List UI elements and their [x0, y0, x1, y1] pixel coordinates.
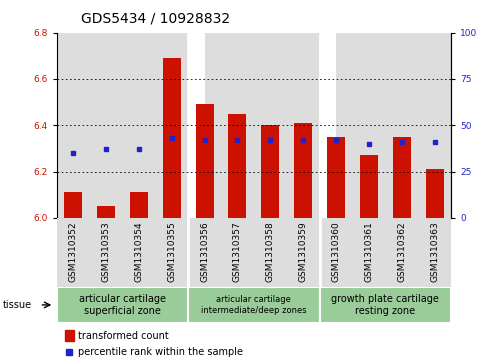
Bar: [188, 287, 319, 323]
Text: GSM1310356: GSM1310356: [200, 221, 209, 282]
Text: GSM1310360: GSM1310360: [332, 221, 341, 282]
Bar: [386, 33, 418, 218]
Text: GSM1310357: GSM1310357: [233, 221, 242, 282]
Bar: [155, 33, 188, 218]
Bar: [418, 33, 451, 218]
Bar: [352, 33, 386, 218]
Bar: [327, 137, 345, 218]
Bar: [386, 218, 418, 287]
Bar: [130, 192, 148, 218]
Text: articular cartilage
superficial zone: articular cartilage superficial zone: [79, 294, 166, 316]
Bar: [57, 218, 90, 287]
Text: percentile rank within the sample: percentile rank within the sample: [78, 347, 244, 357]
Text: articular cartilage
intermediate/deep zones: articular cartilage intermediate/deep zo…: [201, 295, 307, 315]
Bar: [319, 33, 352, 218]
Bar: [425, 169, 444, 218]
Bar: [352, 218, 386, 287]
Text: GSM1310362: GSM1310362: [397, 221, 406, 282]
Text: tissue: tissue: [2, 300, 32, 310]
Bar: [221, 33, 254, 218]
Text: growth plate cartilage
resting zone: growth plate cartilage resting zone: [331, 294, 439, 316]
Bar: [57, 287, 188, 323]
Bar: [122, 33, 155, 218]
Bar: [221, 218, 254, 287]
Bar: [319, 218, 352, 287]
Bar: [360, 155, 378, 218]
Text: transformed count: transformed count: [78, 331, 169, 341]
Bar: [261, 125, 280, 218]
Bar: [97, 206, 115, 218]
Text: GSM1310355: GSM1310355: [167, 221, 176, 282]
Bar: [254, 33, 287, 218]
Text: GSM1310359: GSM1310359: [299, 221, 308, 282]
Bar: [90, 33, 122, 218]
Bar: [287, 218, 319, 287]
Bar: [287, 33, 319, 218]
Bar: [393, 137, 411, 218]
Text: GSM1310352: GSM1310352: [69, 221, 77, 282]
Bar: [228, 114, 246, 218]
Text: GDS5434 / 10928832: GDS5434 / 10928832: [81, 11, 230, 25]
Bar: [90, 218, 122, 287]
Bar: [196, 105, 213, 218]
Bar: [294, 123, 312, 218]
Bar: [163, 58, 181, 218]
Bar: [319, 287, 451, 323]
Text: GSM1310354: GSM1310354: [135, 221, 143, 282]
Text: GSM1310358: GSM1310358: [266, 221, 275, 282]
Text: GSM1310353: GSM1310353: [102, 221, 110, 282]
Text: GSM1310363: GSM1310363: [430, 221, 439, 282]
Bar: [188, 218, 221, 287]
Bar: [122, 218, 155, 287]
Bar: [188, 33, 221, 218]
Bar: [57, 33, 90, 218]
Bar: [254, 218, 287, 287]
Bar: [64, 192, 82, 218]
Bar: [418, 218, 451, 287]
Bar: [65, 330, 74, 341]
Bar: [319, 33, 336, 218]
Bar: [155, 218, 188, 287]
Text: GSM1310361: GSM1310361: [364, 221, 373, 282]
Bar: [188, 33, 205, 218]
